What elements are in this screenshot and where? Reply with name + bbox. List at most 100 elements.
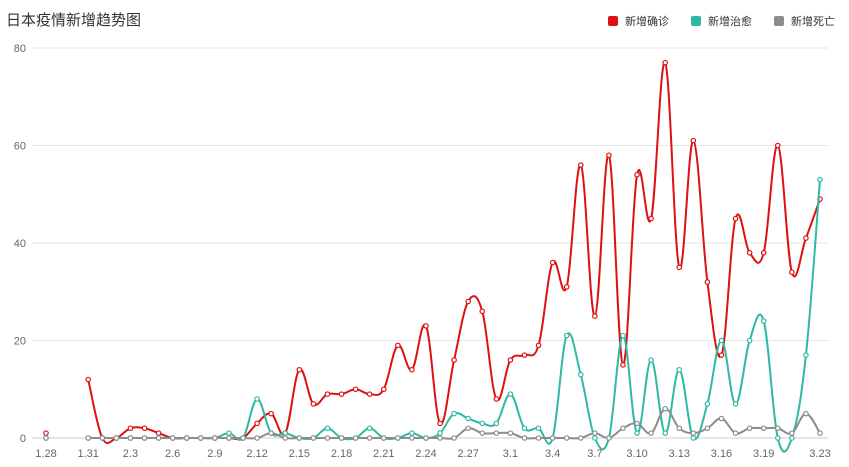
data-point-0 [437,420,443,427]
data-point-0 [479,308,486,315]
data-point-1 [774,435,781,441]
data-point-2 [99,435,106,441]
data-point-2 [676,425,683,432]
data-point-0 [563,284,570,290]
data-point-2 [338,435,345,441]
data-point-1 [507,391,514,397]
data-point-0 [592,313,598,319]
data-point-2 [465,425,471,432]
data-point-2 [282,435,289,441]
data-point-0 [310,401,317,407]
data-point-0 [268,410,274,417]
data-point-1 [409,430,415,436]
data-point-1 [718,337,725,344]
data-point-0 [493,396,500,402]
data-point-2 [423,435,429,441]
data-point-2 [141,435,148,441]
data-point-0 [521,352,528,358]
x-tick-label: 3.10 [626,448,647,460]
x-tick-label: 3.13 [669,448,690,460]
data-point-1 [760,318,767,324]
legend-swatch-deaths [774,16,784,26]
data-point-2 [127,435,134,441]
data-point-1 [803,352,809,358]
data-point-2 [521,435,528,441]
data-point-0 [338,391,345,397]
data-point-0 [746,249,753,256]
data-point-2 [592,430,598,436]
data-point-1 [704,401,711,407]
data-point-2 [409,435,415,441]
data-point-0 [507,357,514,363]
data-point-1 [676,366,683,373]
data-point-1 [465,415,471,422]
data-point-0 [324,391,331,397]
data-point-2 [296,435,303,441]
data-point-2 [563,435,570,441]
data-point-2 [183,435,190,441]
data-point-1 [577,371,584,378]
data-point-2 [366,435,373,441]
x-tick-label: 2.21 [373,448,394,460]
data-point-2 [352,435,359,441]
x-tick-label: 1.28 [35,448,56,460]
data-point-0 [732,215,739,222]
legend-item-deaths[interactable]: 新增死亡 [774,13,835,29]
x-tick-label: 3.7 [587,448,602,460]
data-point-0 [409,366,415,373]
data-point-2 [226,435,232,441]
x-tick-label: 2.3 [123,448,138,460]
data-point-2 [380,435,387,441]
data-point-0 [395,342,401,349]
data-point-2 [113,435,120,441]
y-tick-label: 60 [14,141,26,153]
y-tick-label: 40 [14,238,26,250]
data-point-2 [169,435,176,441]
legend-swatch-confirmed [608,16,618,26]
data-point-2 [507,430,514,436]
data-point-0 [803,235,809,241]
chart-title: 日本疫情新增趋势图 [6,12,142,29]
x-tick-label: 3.1 [503,448,518,460]
data-point-2 [85,435,92,441]
data-point-0 [606,152,612,159]
data-point-0 [704,279,711,285]
data-point-0 [648,215,654,222]
data-point-2 [732,430,739,436]
data-point-2 [774,425,781,432]
data-point-1 [521,425,528,432]
x-tick-label: 2.12 [246,448,267,460]
data-point-1 [535,425,542,432]
data-point-1 [282,430,289,436]
legend-item-confirmed[interactable]: 新增确诊 [608,13,669,29]
data-point-2 [43,435,49,441]
y-tick-label: 80 [14,43,26,55]
data-point-0 [141,425,148,432]
data-point-0 [380,386,387,393]
data-point-0 [423,323,429,329]
data-point-0 [451,357,457,363]
data-point-2 [254,435,260,441]
data-point-0 [465,298,471,305]
legend-item-cured[interactable]: 新增治愈 [691,13,752,29]
data-point-1 [366,425,373,432]
x-tick-label: 3.23 [809,448,830,460]
data-point-2 [310,435,317,441]
data-point-2 [268,430,274,436]
data-point-0 [662,59,669,66]
data-point-2 [451,435,457,441]
x-tick-label: 2.24 [415,448,436,460]
data-point-2 [535,435,542,441]
data-point-2 [549,435,556,441]
data-point-0 [718,352,725,358]
data-point-2 [746,425,753,432]
data-point-0 [535,342,542,349]
x-tick-label: 2.6 [165,448,180,460]
data-point-1 [493,420,500,427]
legend-label-cured: 新增治愈 [708,16,752,28]
data-point-1 [479,420,486,427]
data-point-2 [212,435,218,441]
data-point-0 [690,137,697,144]
x-tick-label: 3.16 [711,448,732,460]
data-point-0 [676,264,683,271]
